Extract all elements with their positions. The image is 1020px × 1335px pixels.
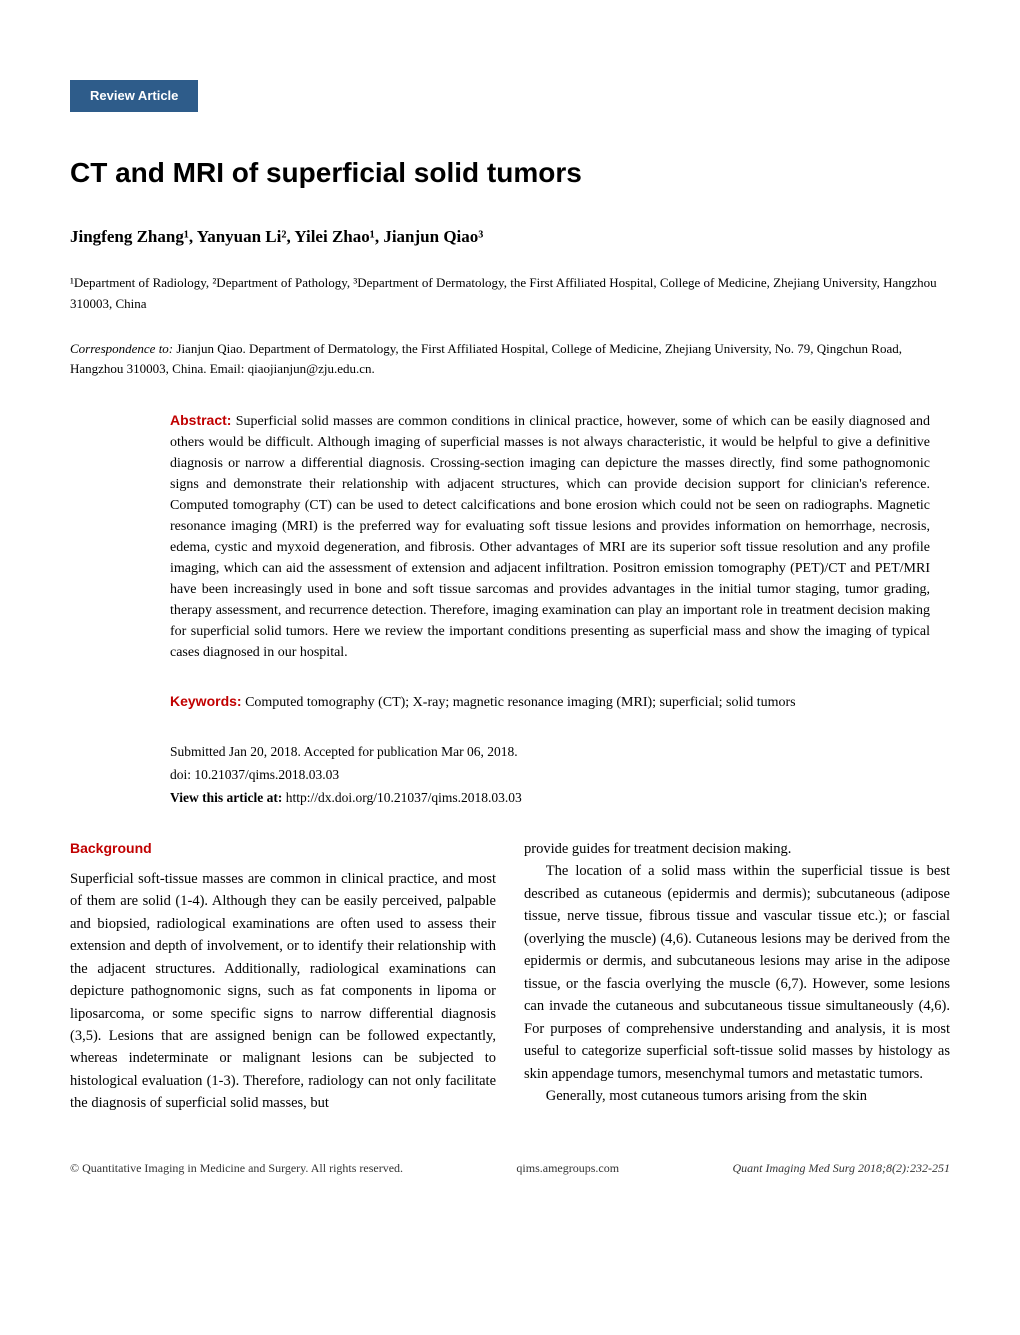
body-columns: Background Superficial soft-tissue masse… xyxy=(70,838,950,1115)
footer-copyright: © Quantitative Imaging in Medicine and S… xyxy=(70,1159,403,1177)
abstract-text: Superficial solid masses are common cond… xyxy=(170,414,930,660)
correspondence: Correspondence to: Jianjun Qiao. Departm… xyxy=(70,339,950,381)
correspondence-text: Jianjun Qiao. Department of Dermatology,… xyxy=(70,341,902,377)
body-paragraph: Generally, most cutaneous tumors arising… xyxy=(524,1085,950,1107)
abstract-label: Abstract: xyxy=(170,412,231,428)
submission-dates: Submitted Jan 20, 2018. Accepted for pub… xyxy=(170,741,930,764)
submission-info: Submitted Jan 20, 2018. Accepted for pub… xyxy=(170,741,930,810)
keywords-label: Keywords: xyxy=(170,693,242,709)
correspondence-label: Correspondence to: xyxy=(70,341,173,356)
body-paragraph: provide guides for treatment decision ma… xyxy=(524,838,950,860)
article-title: CT and MRI of superficial solid tumors xyxy=(70,152,950,194)
affiliations: ¹Department of Radiology, ²Department of… xyxy=(70,273,950,315)
keywords-block: Keywords: Computed tomography (CT); X-ra… xyxy=(170,691,930,713)
abstract-block: Abstract: Superficial solid masses are c… xyxy=(170,410,930,663)
footer-website: qims.amegroups.com xyxy=(516,1159,619,1177)
column-right: provide guides for treatment decision ma… xyxy=(524,838,950,1115)
body-paragraph: The location of a solid mass within the … xyxy=(524,860,950,1085)
page-footer: © Quantitative Imaging in Medicine and S… xyxy=(70,1159,950,1177)
view-article-label: View this article at: xyxy=(170,790,282,805)
column-left: Background Superficial soft-tissue masse… xyxy=(70,838,496,1115)
authors-list: Jingfeng Zhang¹, Yanyuan Li², Yilei Zhao… xyxy=(70,224,950,250)
footer-citation: Quant Imaging Med Surg 2018;8(2):232-251 xyxy=(732,1159,950,1177)
background-heading: Background xyxy=(70,838,496,860)
review-article-badge: Review Article xyxy=(70,80,198,112)
keywords-text: Computed tomography (CT); X-ray; magneti… xyxy=(242,695,796,710)
body-paragraph: Superficial soft-tissue masses are commo… xyxy=(70,868,496,1115)
doi-line: doi: 10.21037/qims.2018.03.03 xyxy=(170,764,930,787)
view-article-url: http://dx.doi.org/10.21037/qims.2018.03.… xyxy=(282,790,521,805)
